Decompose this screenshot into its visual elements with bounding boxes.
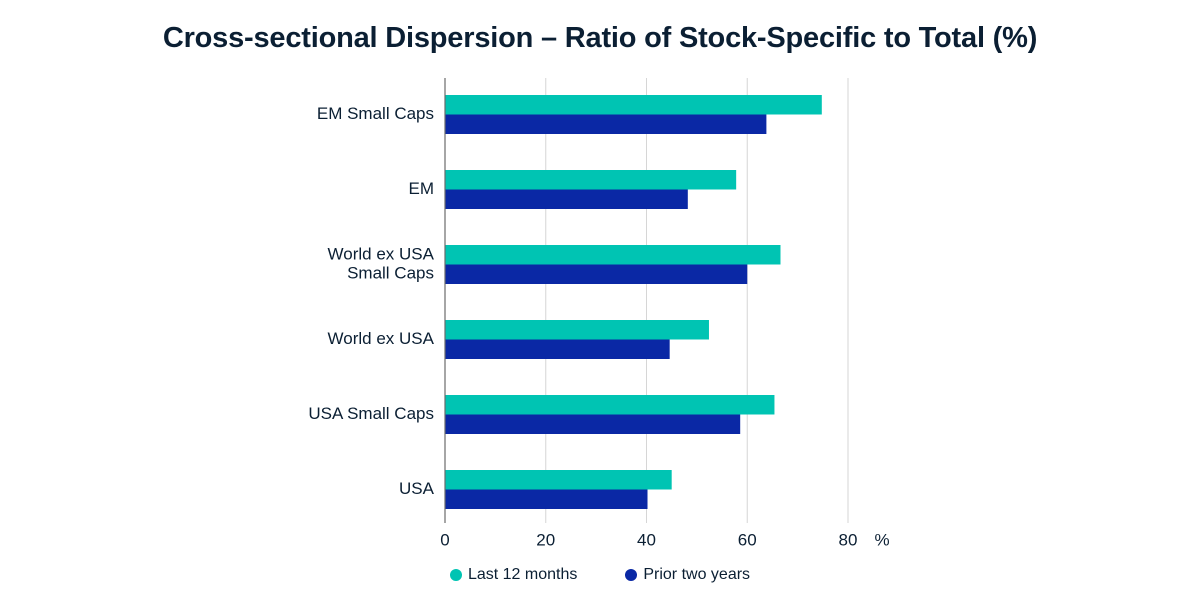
legend-swatch-prior-two-years (625, 569, 638, 581)
bar-usa-small-caps-prior-two-years (445, 414, 741, 434)
legend-swatch-last-12-months (449, 569, 462, 581)
bar-usa-last-12-months (445, 470, 672, 490)
bar-em-prior-two-years (445, 189, 688, 209)
category-label-world-ex-usa-small-caps-line-2: Small Caps (347, 263, 434, 282)
legend-item-last-12-months: Last 12 months (449, 566, 578, 584)
legend-item-prior-two-years: Prior two years (625, 566, 750, 584)
bar-world-ex-usa-small-caps-prior-two-years (445, 264, 748, 284)
legend-label-prior-two-years: Prior two years (643, 566, 751, 583)
category-label-usa: USA (399, 479, 435, 498)
bar-em-last-12-months (445, 170, 737, 190)
bar-em-small-caps-last-12-months (445, 95, 822, 115)
chart-title: Cross-sectional Dispersion – Ratio of St… (162, 22, 1038, 54)
category-label-world-ex-usa: World ex USA (328, 329, 435, 348)
x-tick-label-80: 80 (839, 530, 858, 549)
bar-usa-small-caps-last-12-months (445, 395, 775, 415)
x-tick-label-0: 0 (440, 530, 449, 549)
bar-world-ex-usa-prior-two-years (445, 339, 670, 359)
category-label-usa-small-caps: USA Small Caps (308, 404, 434, 423)
x-tick-label-20: 20 (536, 530, 555, 549)
category-label-em: EM (409, 179, 435, 198)
x-axis-unit-label: % (874, 530, 889, 549)
category-label-em-small-caps: EM Small Caps (317, 104, 434, 123)
x-tick-label-60: 60 (738, 530, 757, 549)
bar-world-ex-usa-small-caps-last-12-months (445, 245, 781, 265)
category-label-world-ex-usa-small-caps-line-1: World ex USA (328, 244, 435, 263)
x-tick-label-40: 40 (637, 530, 656, 549)
chart-legend: Last 12 months Prior two years (0, 566, 1200, 584)
bar-em-small-caps-prior-two-years (445, 114, 767, 134)
bar-world-ex-usa-last-12-months (445, 320, 709, 340)
bar-usa-prior-two-years (445, 489, 648, 509)
legend-label-last-12-months: Last 12 months (467, 566, 578, 583)
